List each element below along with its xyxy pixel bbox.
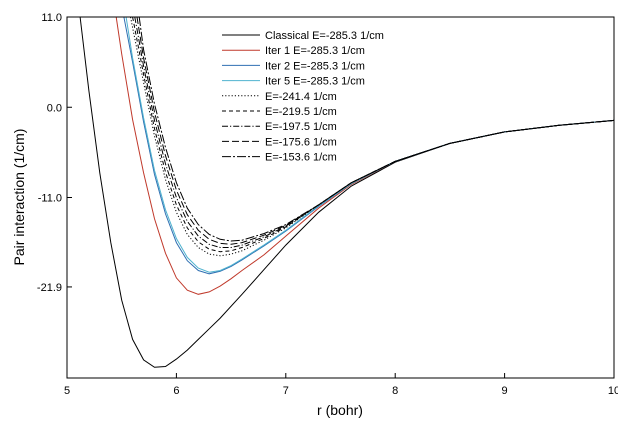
legend-label-1: Classical E=-285.3 1/cm — [265, 30, 384, 42]
y-tick-label: 0.0 — [47, 102, 62, 114]
y-axis-title: Pair interaction (1/cm) — [11, 129, 27, 266]
y-tick-label: -21.9 — [37, 282, 62, 294]
legend-label-5: E=-241.4 1/cm — [265, 91, 337, 103]
legend-label-9: E=-153.6 1/cm — [265, 152, 337, 164]
x-tick-label: 8 — [392, 385, 398, 397]
series-line-1 — [79, 17, 614, 368]
x-tick-label: 6 — [173, 385, 179, 397]
series-line-8 — [136, 17, 614, 245]
x-tick-label: 10 — [608, 385, 618, 397]
x-axis-title: r (bohr) — [317, 402, 363, 418]
series-line-2 — [115, 17, 614, 295]
legend-label-2: Iter 1 E=-285.3 1/cm — [265, 45, 365, 57]
series-line-9 — [138, 17, 614, 242]
series-line-5 — [130, 17, 614, 257]
series-line-6 — [132, 17, 614, 253]
legend-label-8: E=-175.6 1/cm — [265, 136, 337, 148]
y-tick-label: -11.0 — [38, 193, 62, 205]
x-tick-label: 5 — [64, 385, 70, 397]
y-tick-label: 11.0 — [41, 12, 62, 24]
series-layer — [79, 17, 614, 368]
legend-label-7: E=-197.5 1/cm — [265, 121, 337, 133]
ticks-layer: 5 6 7 8 9 10 11.0 0.0 -11.0 -21.9 — [37, 12, 618, 397]
legend-label-3: Iter 2 E=-285.3 1/cm — [265, 60, 365, 72]
legend-label-4: Iter 5 E=-285.3 1/cm — [265, 76, 365, 88]
x-tick-label: 9 — [502, 385, 508, 397]
x-tick-label: 7 — [283, 385, 289, 397]
legend: Classical E=-285.3 1/cm Iter 1 E=-285.3 1… — [222, 30, 384, 164]
legend-label-6: E=-219.5 1/cm — [265, 106, 337, 118]
series-line-4 — [125, 17, 614, 273]
series-line-7 — [134, 17, 614, 248]
